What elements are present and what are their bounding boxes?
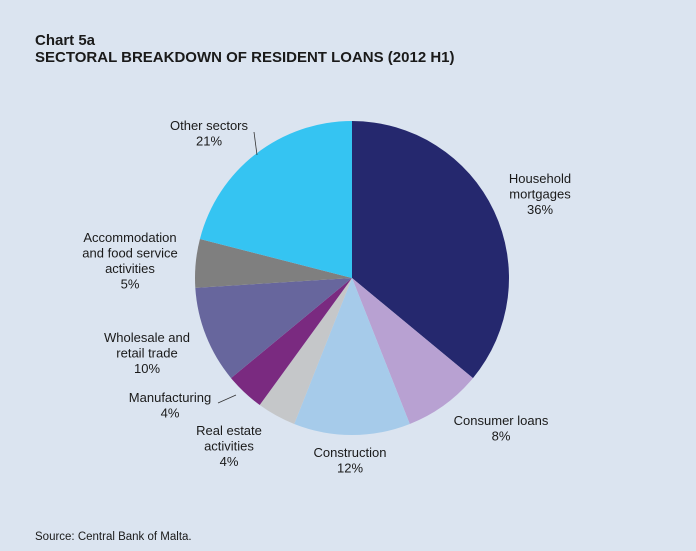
slice-label-other-sectors: Other sectors 21% — [170, 118, 249, 149]
leader-lines — [217, 131, 258, 404]
slice-label-wholesale-and-retail-trade: Wholesale and retail trade 10% — [104, 330, 190, 376]
pie-slice-household-mortgages — [352, 121, 510, 379]
pie-slice-other-sectors — [199, 121, 352, 278]
source-note: Source: Central Bank of Malta. — [35, 531, 192, 543]
chart-title: SECTORAL BREAKDOWN OF RESIDENT LOANS (20… — [35, 49, 455, 66]
pie-slice-accommodation-and-food-service-activities — [194, 238, 352, 288]
leader-line-other-sectors — [253, 131, 258, 156]
slice-label-real-estate-activities: Real estate activities 4% — [196, 423, 262, 469]
slice-labels: Household mortgages 36% Consumer loans 8% Con… — [82, 118, 571, 476]
pie-slice-construction — [294, 278, 410, 435]
slice-label-consumer-loans: Consumer loans 8% — [454, 413, 549, 444]
slice-label-household-mortgages: Household mortgages 36% — [509, 171, 571, 217]
pie-slices — [194, 121, 510, 435]
leader-line-manufacturing — [217, 394, 237, 404]
pie-slice-manufacturing — [231, 278, 352, 406]
slice-label-accommodation-and-food-service-activities: Accommodation and food service activities 5… — [82, 230, 177, 292]
pie-slice-real-estate-activities — [259, 278, 352, 424]
slice-label-manufacturing: Manufacturing 4% — [129, 390, 211, 421]
slice-label-construction: Construction 12% — [314, 445, 387, 476]
pie-slice-consumer-loans — [352, 278, 473, 424]
pie-slice-wholesale-and-retail-trade — [195, 278, 352, 379]
chart-header: Chart 5a SECTORAL BREAKDOWN OF RESIDENT … — [35, 32, 455, 66]
chart-number: Chart 5a — [35, 32, 96, 49]
